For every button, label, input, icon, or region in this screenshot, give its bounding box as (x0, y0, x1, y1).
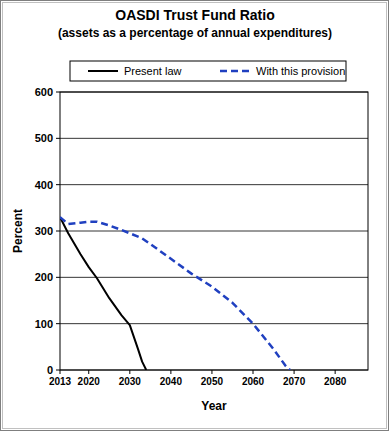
grid-line (60, 277, 368, 278)
y-axis-label: Percent (11, 209, 25, 253)
series-line (60, 217, 146, 370)
subtitle: (assets as a percentage of annual expend… (58, 26, 332, 40)
legend: Present law With this provision (70, 61, 346, 81)
y-tick-label: 100 (35, 318, 53, 330)
y-tick (56, 231, 60, 232)
y-tick-label: 300 (35, 225, 53, 237)
y-tick (56, 138, 60, 139)
frame (1, 1, 389, 431)
x-tick (294, 370, 295, 374)
legend-label: Present law (124, 65, 182, 77)
frame-inner (3, 3, 387, 429)
x-tick (60, 370, 61, 374)
grid-line (60, 138, 368, 139)
grid-line (60, 231, 368, 232)
legend-box (70, 61, 346, 81)
plot-background (60, 92, 368, 370)
x-tick-label: 2020 (78, 376, 101, 387)
y-tick-label: 200 (35, 271, 53, 283)
title: OASDI Trust Fund Ratio (115, 7, 274, 23)
x-tick (170, 370, 171, 374)
x-tick (253, 370, 254, 374)
chart: OASDI Trust Fund Ratio (assets as a perce… (0, 0, 390, 432)
x-tick-label: 2030 (119, 376, 142, 387)
y-tick-label: 600 (35, 86, 53, 98)
x-tick-label: 2050 (201, 376, 224, 387)
x-tick (88, 370, 89, 374)
y-tick-label: 400 (35, 179, 53, 191)
y-tick (56, 184, 60, 185)
x-tick-label: 2080 (324, 376, 347, 387)
y-tick (56, 370, 60, 371)
x-tick-label: 2013 (49, 376, 72, 387)
grid-line (60, 323, 368, 324)
y-tick (56, 323, 60, 324)
x-tick (129, 370, 130, 374)
series-line (60, 217, 290, 370)
x-axis-label: Year (201, 399, 227, 413)
y-tick-label: 500 (35, 132, 53, 144)
legend-swatch (220, 70, 250, 73)
y-tick-label: 0 (47, 364, 53, 376)
x-tick-label: 2070 (283, 376, 306, 387)
x-tick-label: 2040 (160, 376, 183, 387)
legend-swatch (88, 70, 118, 72)
y-tick (56, 277, 60, 278)
y-tick (56, 92, 60, 93)
legend-label: With this provision (256, 65, 345, 77)
x-tick (211, 370, 212, 374)
plot-frame (60, 92, 368, 370)
series-group (60, 217, 290, 370)
x-tick-label: 2060 (242, 376, 265, 387)
x-tick (335, 370, 336, 374)
grid-line (60, 184, 368, 185)
